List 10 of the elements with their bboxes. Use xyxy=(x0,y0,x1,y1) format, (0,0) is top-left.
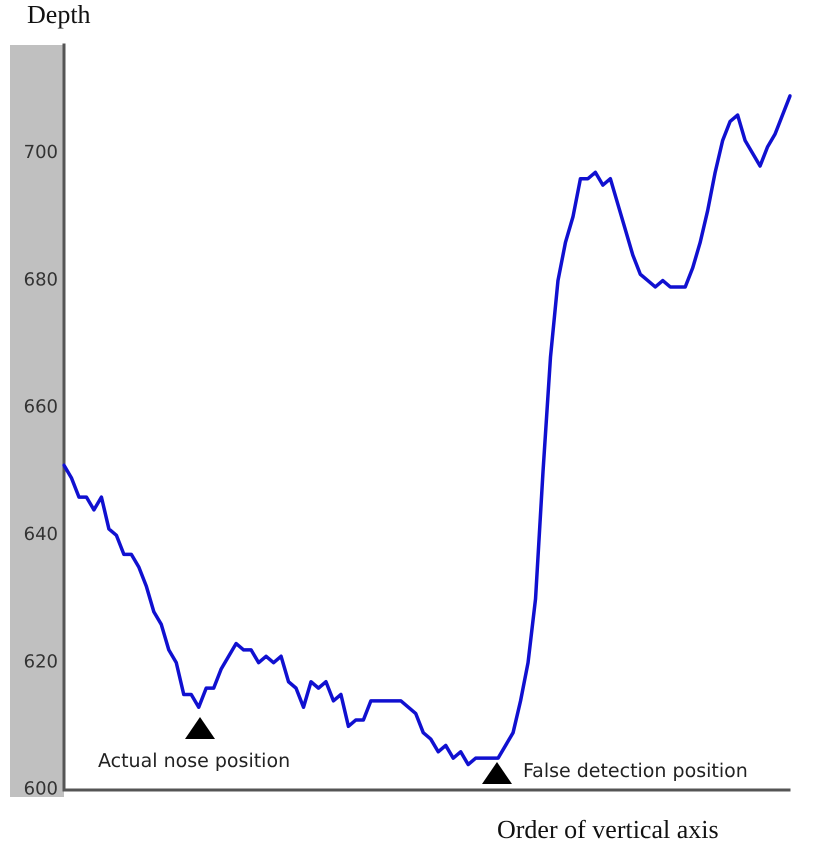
y-axis-title: Depth xyxy=(27,0,91,30)
y-tick-label: 700 xyxy=(24,142,58,163)
y-tick-label: 680 xyxy=(24,269,58,290)
y-tick-label: 640 xyxy=(24,524,58,545)
x-axis-title: Order of vertical axis xyxy=(497,815,719,845)
annotation: False detection position xyxy=(523,760,748,782)
y-tick-label: 660 xyxy=(24,396,58,418)
y-tick-label: 620 xyxy=(24,651,58,672)
annotation: Actual nose position xyxy=(98,750,290,772)
y-tick-label: 600 xyxy=(24,778,58,800)
